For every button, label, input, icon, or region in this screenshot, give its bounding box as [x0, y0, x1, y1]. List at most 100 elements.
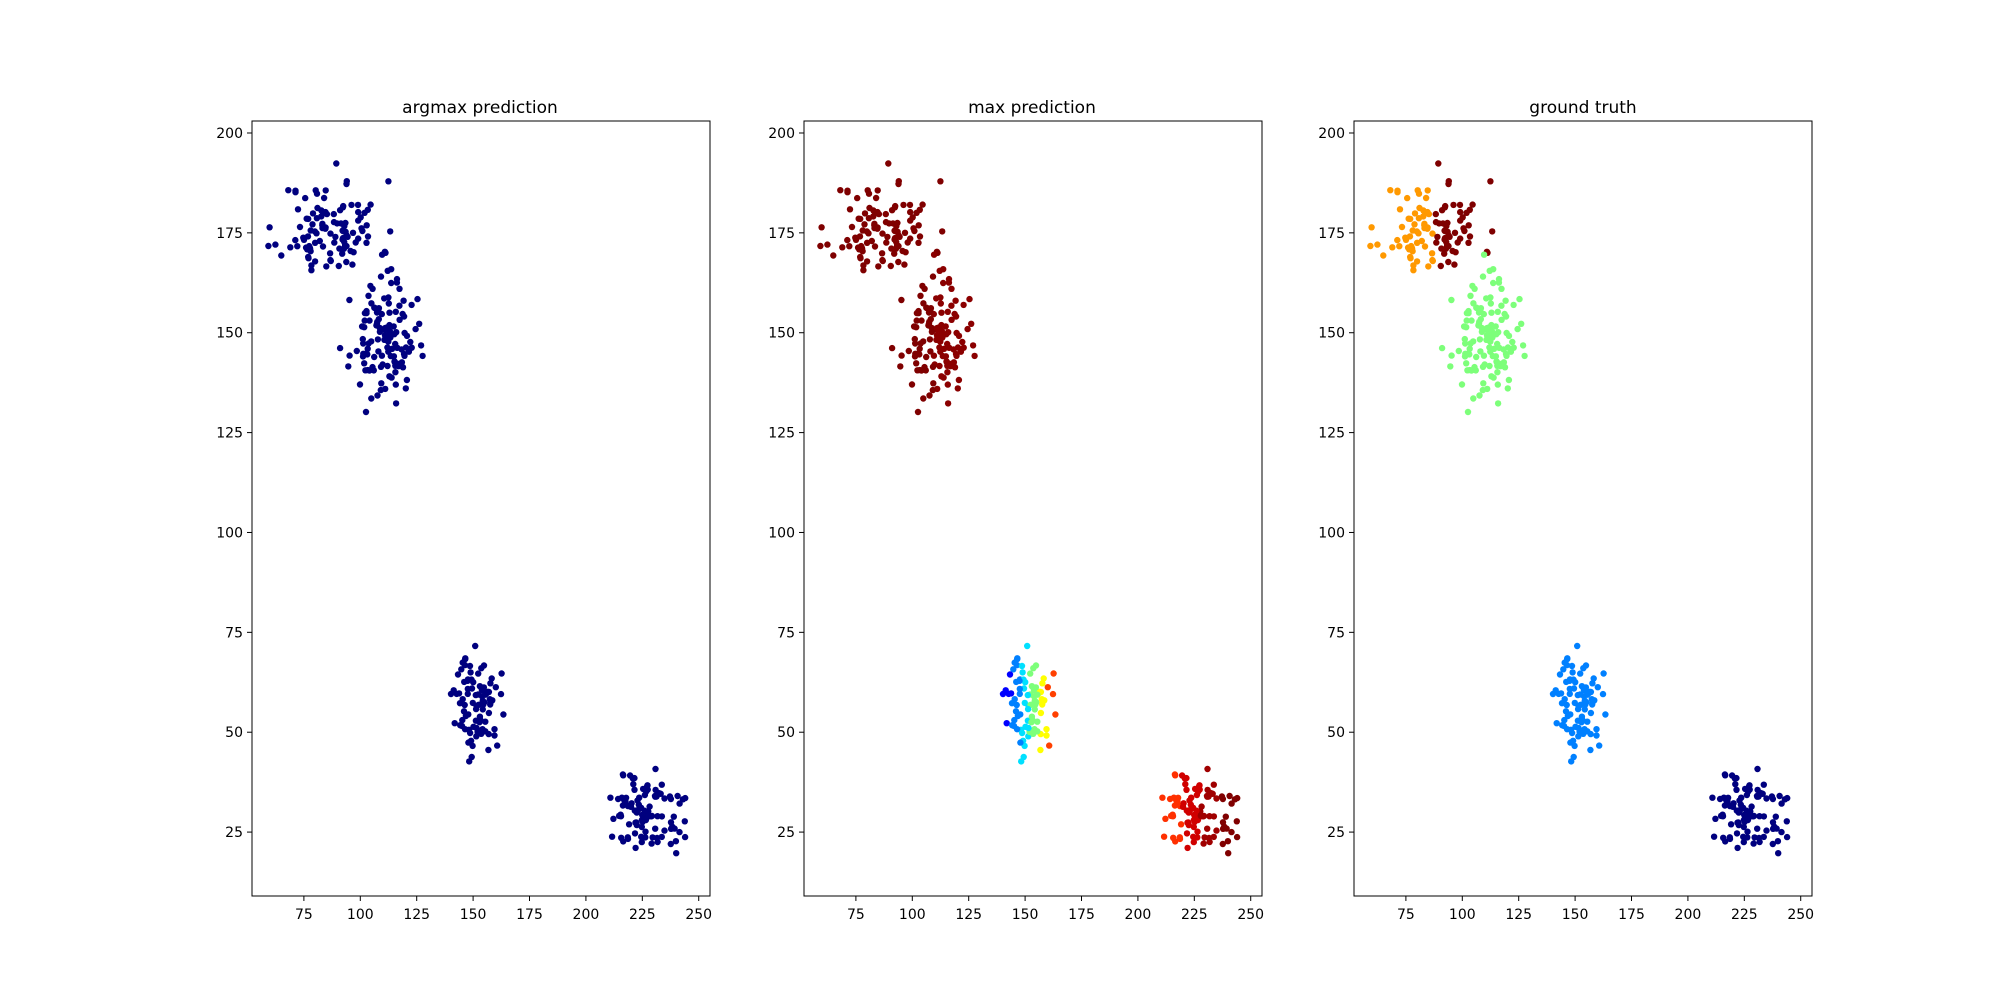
scatter-point	[818, 224, 825, 231]
scatter-point	[1514, 325, 1521, 333]
scatter-point	[1016, 685, 1023, 693]
x-tick-label: 225	[1731, 907, 1758, 923]
scatter-point	[1456, 201, 1464, 209]
scatter-point	[858, 245, 866, 252]
scatter-point	[846, 243, 853, 250]
scatter-point	[907, 208, 914, 216]
scatter-point	[313, 215, 321, 222]
scatter-point	[1226, 792, 1233, 800]
scatter-point	[1584, 691, 1591, 698]
scatter-point	[674, 792, 681, 800]
scatter-point	[1464, 408, 1472, 416]
scatter-point	[1588, 696, 1596, 703]
scatter-point	[400, 297, 407, 304]
scatter-point	[287, 244, 294, 251]
scatter-point	[1421, 220, 1428, 227]
scatter-point	[1169, 811, 1176, 818]
scatter-point	[1470, 300, 1477, 307]
scatter-point	[296, 223, 304, 231]
axis-ticks: 75 100 125 150 175 200 225 250 25 50 75 100 125 150 17…	[1318, 126, 1814, 923]
scatter-point	[1441, 250, 1448, 257]
scatter-point	[302, 194, 309, 202]
scatter-point	[645, 812, 652, 819]
scatter-point	[670, 813, 677, 820]
x-tick-label: 100	[1449, 907, 1476, 923]
scatter-point	[1159, 794, 1166, 801]
scatter-point	[1463, 324, 1470, 331]
y-tick-label: 100	[1318, 525, 1345, 541]
scatter-point	[1566, 685, 1574, 693]
scatter-point	[642, 828, 649, 835]
scatter-point	[1720, 834, 1727, 841]
scatter-point	[887, 262, 894, 270]
scatter-point	[872, 194, 880, 202]
scatter-point	[913, 317, 920, 324]
scatter-point	[1225, 850, 1232, 857]
scatter-point	[857, 253, 864, 261]
scatter-point	[1190, 838, 1198, 846]
scatter-point	[1599, 690, 1607, 698]
y-tick-label: 25	[777, 825, 795, 841]
scatter-point	[388, 374, 395, 381]
scatter-point	[1034, 691, 1041, 698]
y-tick-label: 100	[216, 525, 243, 541]
scatter-point	[1049, 690, 1057, 698]
scatter-point	[361, 209, 368, 216]
scatter-point	[626, 772, 634, 779]
scatter-point	[1394, 189, 1401, 196]
scatter-point	[638, 838, 645, 846]
scatter-point	[454, 671, 462, 678]
x-tick-label: 150	[1562, 907, 1589, 923]
scatter-point	[374, 392, 381, 399]
scatter-point	[1398, 223, 1406, 231]
scatter-point	[377, 363, 385, 370]
scatter-point	[897, 363, 904, 370]
scatter-points	[1367, 160, 1791, 857]
scatter-point	[472, 691, 479, 699]
scatter-point	[386, 309, 393, 316]
scatter-point	[666, 793, 674, 800]
scatter-point	[879, 256, 886, 264]
scatter-point	[964, 325, 971, 333]
y-tick-label: 50	[1327, 725, 1345, 741]
scatter-point	[486, 696, 493, 703]
scatter-point	[485, 709, 493, 717]
scatter-point	[1727, 821, 1735, 828]
y-tick-label: 200	[768, 126, 795, 142]
y-tick-label: 175	[768, 226, 795, 242]
scatter-point	[1028, 713, 1036, 720]
scatter-point	[1422, 194, 1430, 202]
scatter-point	[1031, 726, 1038, 733]
scatter-point	[908, 381, 916, 388]
scatter-point	[900, 201, 907, 209]
scatter-point	[1510, 301, 1517, 309]
scatter-point	[327, 230, 334, 237]
scatter-point	[1563, 701, 1570, 709]
scatter-point	[362, 408, 370, 416]
axes-frame	[803, 120, 1263, 897]
scatter-point	[676, 828, 683, 836]
scatter-point	[1594, 684, 1602, 691]
scatter-point	[462, 712, 470, 720]
scatter-point	[1457, 235, 1464, 242]
scatter-point	[1224, 838, 1232, 845]
scatter-point	[673, 850, 680, 857]
scatter-point	[393, 279, 401, 286]
scatter-point	[1013, 661, 1021, 669]
scatter-point	[1396, 243, 1403, 250]
y-tick-label: 200	[216, 126, 243, 142]
scatter-point	[891, 204, 899, 211]
scatter-point	[385, 338, 392, 345]
scatter-point	[1566, 677, 1573, 684]
scatter-point	[327, 256, 334, 264]
scatter-point	[1198, 803, 1205, 810]
scatter-point	[1566, 690, 1574, 698]
scatter-point	[1024, 691, 1032, 699]
scatter-point	[888, 245, 895, 252]
scatter-point	[1411, 210, 1419, 217]
scatter-point	[954, 385, 961, 392]
scatter-point	[1177, 821, 1185, 828]
scatter-point	[926, 392, 933, 399]
scatter-point	[1413, 228, 1421, 235]
scatter-point	[1463, 360, 1470, 367]
